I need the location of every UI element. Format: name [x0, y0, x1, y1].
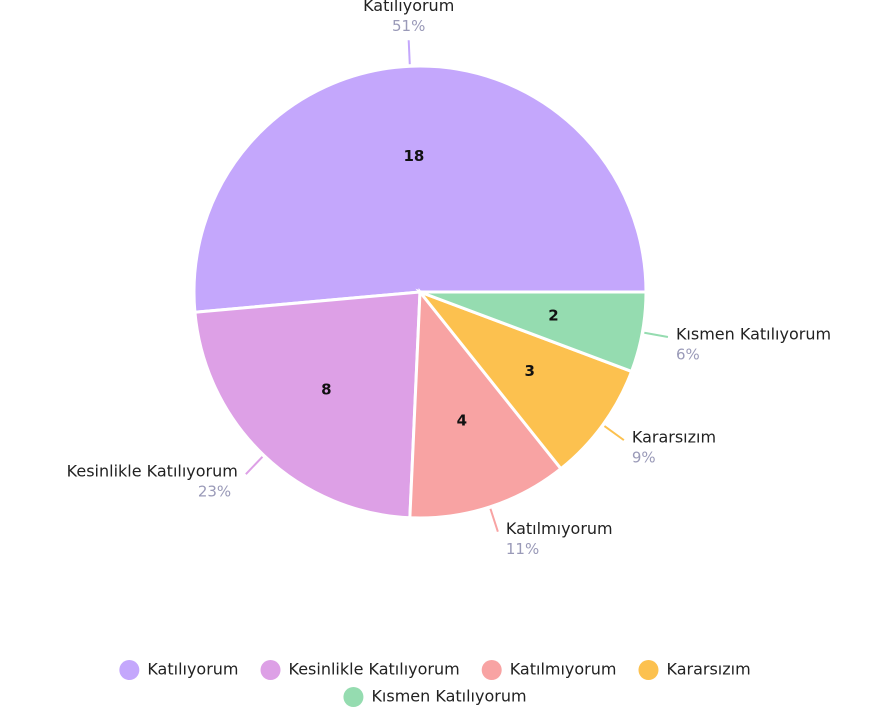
slice-percent: 11%	[506, 540, 539, 558]
legend-label: Katılıyorum	[147, 660, 238, 679]
pie-slice	[408, 287, 564, 520]
slice-percent: 23%	[198, 483, 231, 501]
leader-line	[603, 425, 625, 441]
legend-swatch	[638, 660, 659, 680]
pie-slice	[193, 290, 422, 520]
legend-swatch	[343, 687, 364, 707]
slice-count: 2	[548, 307, 558, 325]
slice-label: Katılmıyorum	[506, 519, 613, 538]
legend-swatch	[260, 660, 281, 680]
leader-line	[245, 456, 264, 475]
slice-count: 8	[321, 381, 331, 399]
slice-percent: 9%	[632, 449, 656, 467]
slice-count: 18	[403, 147, 424, 165]
leader-line	[489, 508, 499, 532]
slice-label: Kararsızım	[632, 428, 716, 447]
slice-label: Katılıyorum	[363, 0, 454, 15]
slice-count: 3	[524, 362, 534, 380]
legend-label: Kararsızım	[666, 660, 750, 679]
slice-label: Kısmen Katılıyorum	[676, 324, 831, 343]
pie-slice	[419, 290, 648, 374]
legend-label: Katılmıyorum	[510, 660, 617, 679]
legend-label: Kısmen Katılıyorum	[371, 687, 526, 706]
slice-count: 4	[457, 411, 467, 429]
pie-slice	[415, 288, 634, 471]
pie-slice	[192, 64, 648, 314]
legend-swatch	[481, 660, 502, 680]
slice-percent: 6%	[676, 345, 700, 363]
legend-swatch	[119, 660, 140, 680]
slice-label: Kesinlikle Katılıyorum	[67, 462, 238, 481]
slice-percent: 51%	[392, 17, 425, 35]
leader-line	[407, 40, 411, 65]
leader-line	[644, 331, 669, 338]
legend-label: Kesinlikle Katılıyorum	[289, 660, 460, 679]
